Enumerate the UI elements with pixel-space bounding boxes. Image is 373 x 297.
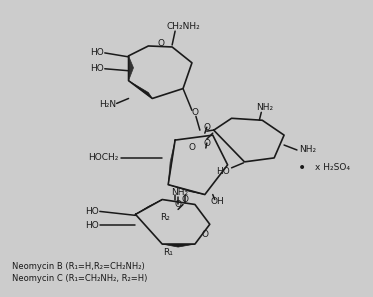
Text: HO: HO	[85, 207, 99, 216]
Polygon shape	[162, 244, 195, 247]
Polygon shape	[129, 56, 134, 81]
Polygon shape	[135, 200, 162, 214]
Text: O: O	[201, 230, 209, 239]
Text: NH₂: NH₂	[299, 146, 316, 154]
Text: R₁: R₁	[163, 247, 173, 257]
Text: NH₂: NH₂	[256, 103, 273, 112]
Text: O: O	[182, 195, 188, 204]
Text: HO: HO	[90, 64, 104, 73]
Text: O: O	[175, 200, 182, 209]
Text: HO: HO	[90, 48, 104, 57]
Text: OH: OH	[211, 197, 225, 206]
Text: O: O	[203, 123, 210, 132]
Text: O: O	[188, 143, 195, 151]
Text: R₂: R₂	[160, 213, 170, 222]
Polygon shape	[129, 81, 152, 99]
Text: O: O	[191, 108, 198, 117]
Text: O: O	[158, 40, 165, 48]
Text: HO: HO	[85, 221, 99, 230]
Text: HO: HO	[216, 167, 230, 176]
Text: H₂N: H₂N	[100, 100, 117, 109]
Polygon shape	[168, 140, 175, 185]
Text: •: •	[298, 161, 306, 175]
Polygon shape	[168, 185, 205, 195]
Text: Neomycin B (R₁=H,R₂=CH₂NH₂): Neomycin B (R₁=H,R₂=CH₂NH₂)	[12, 262, 144, 271]
Text: CH₂NH₂: CH₂NH₂	[166, 22, 200, 31]
Text: NH₂: NH₂	[172, 188, 189, 197]
Text: Neomycin C (R₁=CH₂NH₂, R₂=H): Neomycin C (R₁=CH₂NH₂, R₂=H)	[12, 274, 147, 283]
Text: O: O	[203, 139, 210, 148]
Text: HOCH₂: HOCH₂	[88, 154, 119, 162]
Text: x H₂SO₄: x H₂SO₄	[315, 163, 350, 172]
